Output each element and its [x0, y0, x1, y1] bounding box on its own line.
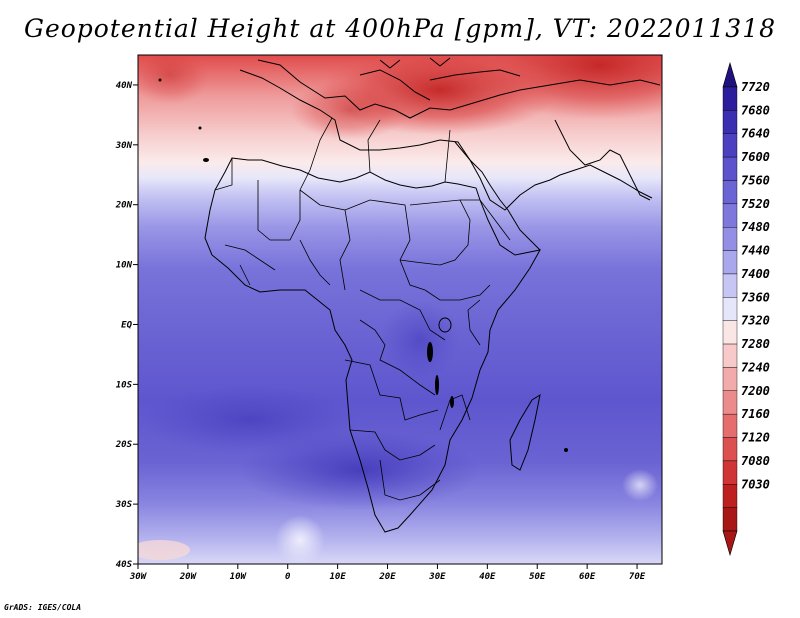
colorbar-label: 7280	[741, 337, 770, 351]
colorbar-swatch	[722, 413, 738, 438]
colorbar-swatch	[722, 367, 738, 391]
grads-credit: GrADS: IGES/COLA	[4, 603, 82, 612]
colorbar-label: 7200	[741, 384, 770, 398]
lon-tick-label: 0	[285, 572, 291, 582]
colorbar-label: 7160	[741, 407, 770, 421]
colorbar-label: 7120	[741, 431, 770, 445]
colorbar-label: 7440	[741, 244, 770, 258]
colorbar-swatch	[722, 460, 738, 485]
lon-tick-label: 20W	[179, 572, 198, 582]
colorbar-label: 7030	[741, 477, 770, 491]
colorbar-label: 7640	[741, 127, 770, 141]
colorbar-swatch	[722, 110, 738, 134]
colorbar-label: 7080	[741, 454, 770, 468]
colorbar-label: 7320	[741, 314, 770, 328]
chart-title: Geopotential Height at 400hPa [gpm], VT:…	[23, 14, 777, 43]
lat-tick-label: EQ	[121, 320, 132, 330]
lon-tick-label: 50E	[529, 572, 546, 582]
lat-tick-label: 20S	[115, 440, 133, 450]
colorbar-label: 7240	[741, 360, 770, 374]
colorbar-bottom-arrow	[722, 530, 738, 557]
colorbar-swatch	[722, 86, 738, 111]
colorbar: 7720 7680 7640 7600 7560 7520 7480 7440 7400 7360…	[722, 61, 770, 557]
colorbar-top-arrow	[722, 61, 738, 88]
lat-tick-label: 10N	[116, 261, 133, 271]
colorbar-swatch	[722, 133, 738, 158]
colorbar-swatch	[722, 437, 738, 462]
colorbar-label: 7560	[741, 173, 770, 187]
colorbar-swatch	[722, 390, 738, 415]
colorbar-label: 7480	[741, 220, 770, 234]
lat-tick-label: 10S	[116, 380, 133, 390]
lat-tick-label: 30S	[115, 500, 133, 510]
colorbar-swatch	[722, 250, 738, 275]
colorbar-swatch	[722, 320, 738, 345]
lon-tick-label: 70E	[629, 572, 646, 582]
lon-tick-label: 40E	[479, 572, 496, 582]
colorbar-label: 7520	[741, 197, 770, 211]
colorbar-swatch	[722, 343, 738, 368]
colorbar-swatch	[722, 297, 738, 321]
lat-tick-label: 20N	[115, 201, 133, 211]
lon-tick-label: 30E	[428, 572, 446, 582]
coastlines	[204, 57, 661, 533]
height-field	[138, 55, 662, 564]
colorbar-swatch	[722, 227, 738, 251]
colorbar-swatch	[722, 180, 738, 205]
axis-ticks: 30W 20W 10W 0 10E 20E 30E 40E 50E 60E 70E 40N 30N 20N…	[115, 81, 646, 582]
lat-tick-label: 30N	[115, 141, 133, 151]
lon-tick-label: 10E	[329, 572, 346, 582]
colorbar-label: 7680	[741, 103, 770, 117]
colorbar-swatch	[722, 484, 738, 508]
colorbar-swatch	[722, 156, 738, 181]
colorbar-swatch	[722, 203, 738, 228]
lon-tick-label: 30W	[129, 572, 148, 582]
colorbar-swatch	[722, 507, 738, 532]
colorbar-label: 7600	[741, 150, 770, 164]
lon-tick-label: 20E	[378, 572, 396, 582]
lat-tick-label: 40N	[116, 81, 133, 91]
colorbar-label: 7360	[741, 290, 770, 304]
colorbar-swatch	[722, 273, 738, 298]
lon-tick-label: 10W	[230, 572, 248, 582]
map-frame	[137, 54, 663, 565]
lat-tick-label: 40S	[116, 560, 133, 570]
lakes-islands	[158, 78, 568, 452]
colorbar-label: 7400	[741, 267, 770, 281]
lon-tick-label: 60E	[579, 572, 596, 582]
colorbar-label: 7720	[741, 80, 770, 94]
country-borders	[214, 117, 511, 501]
